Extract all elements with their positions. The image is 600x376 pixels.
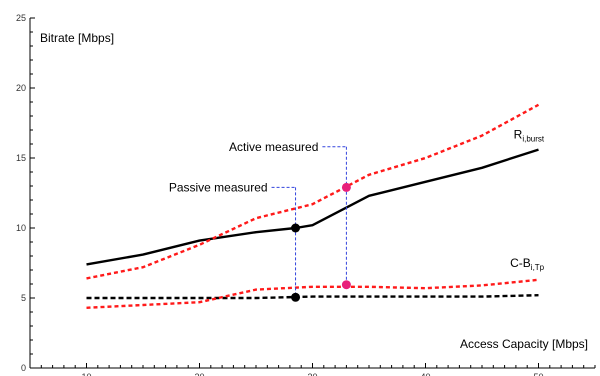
series-line-1 — [86, 294, 539, 300]
series-label-main: R — [514, 127, 523, 141]
labels-layer: Ri,burst C-Bi,Tp — [510, 127, 545, 272]
annotation-label: Passive measured — [169, 180, 268, 194]
axes: 0 5 10 15 20 25 10 20 30 40 50 Bitrate [Mbps] Access… — [16, 13, 596, 376]
y-axis-title: Bitrate [Mbps] — [40, 31, 114, 45]
x-axis-title: Access Capacity [Mbps] — [460, 337, 588, 351]
y-tick-label: 0 — [21, 363, 26, 373]
y-tick-label: 5 — [21, 293, 26, 303]
series-line-3 — [86, 278, 539, 309]
y-tick-label: 10 — [16, 223, 26, 233]
series-label-sub: i,Tp — [531, 263, 545, 272]
annotation-label: Active measured — [229, 140, 318, 154]
y-tick-label: 20 — [16, 83, 26, 93]
series-label: C-Bi,Tp — [510, 256, 545, 272]
x-tick-label: 50 — [533, 372, 543, 376]
data-point — [341, 182, 351, 192]
y-tick-label: 25 — [16, 13, 26, 23]
series-label-sub: i,burst — [522, 134, 545, 143]
series-line-0 — [86, 148, 539, 266]
series-line-2 — [86, 103, 540, 280]
series-label-main: C-B — [510, 256, 531, 270]
x-tick-label: 30 — [307, 372, 317, 376]
annotation-layer: Passive measured Active measured — [169, 140, 347, 298]
y-tick-label: 15 — [16, 153, 26, 163]
series-label: Ri,burst — [514, 127, 545, 143]
x-tick-label: 10 — [81, 372, 91, 376]
x-tick-label: 20 — [194, 372, 204, 376]
data-point — [341, 280, 351, 290]
x-tick-label: 40 — [420, 372, 430, 376]
points-layer — [291, 182, 351, 302]
data-point — [291, 223, 301, 233]
data-point — [291, 292, 301, 302]
series-layer — [86, 103, 540, 309]
